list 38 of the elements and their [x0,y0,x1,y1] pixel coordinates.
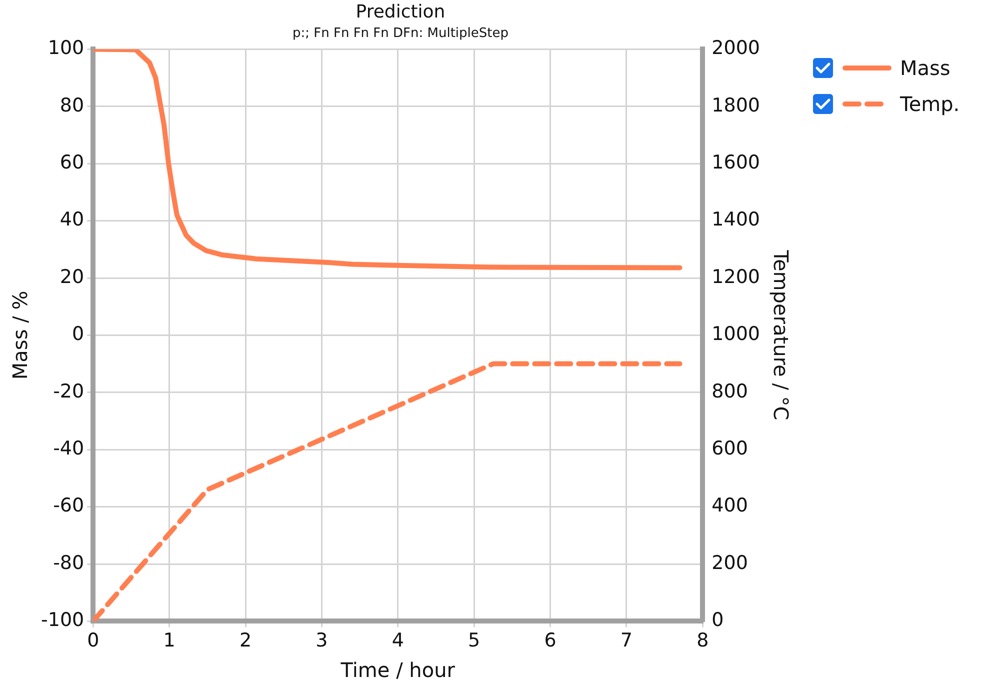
x-tick-label: 7 [620,630,633,652]
y2-tick-label: 1800 [712,94,760,116]
chart-title: Prediction [356,1,446,22]
x-axis-title: Time / hour [340,658,456,682]
y-tick-label: -100 [40,609,84,632]
y-tick-label: -20 [53,380,84,402]
x-tick-label: 4 [392,630,404,652]
x-tick-label: 0 [87,630,100,652]
y2-tick-label: 2000 [712,37,760,60]
y-tick-label: 60 [60,152,84,174]
y-tick-label: 100 [48,37,84,60]
y2-tick-label: 0 [712,609,724,632]
chart-subtitle: p:; Fn Fn Fn Fn DFn: MultipleStep [292,26,509,41]
x-tick-label: 5 [468,630,480,652]
y2-tick-label: 1400 [712,208,760,231]
y2-tick-label: 800 [712,380,748,402]
y-tick-label: 0 [72,323,84,346]
y2-tick-label: 400 [712,494,748,517]
y-axis-title: Mass / % [8,290,32,380]
y2-tick-label: 1600 [712,152,760,174]
y2-tick-label: 1200 [712,266,760,288]
y-tick-label: -80 [53,552,84,574]
x-tick-label: 3 [316,630,328,652]
x-tick-label: 6 [544,630,556,652]
y2-tick-label: 600 [712,438,748,460]
y-tick-label: -40 [53,438,84,460]
y2-tick-label: 1000 [712,323,760,346]
x-tick-label: 2 [239,630,252,652]
y-tick-label: 40 [60,208,84,231]
x-tick-label: 8 [696,630,709,652]
legend-label: Temp. [900,92,960,116]
legend-label: Mass [900,56,950,80]
x-tick-label: 1 [163,630,176,652]
y-tick-label: 80 [60,94,84,116]
y2-axis-title: Temperature / °C [768,249,793,420]
y2-tick-label: 200 [712,552,748,574]
y-tick-label: 20 [60,266,84,288]
y-tick-label: -60 [53,494,84,517]
